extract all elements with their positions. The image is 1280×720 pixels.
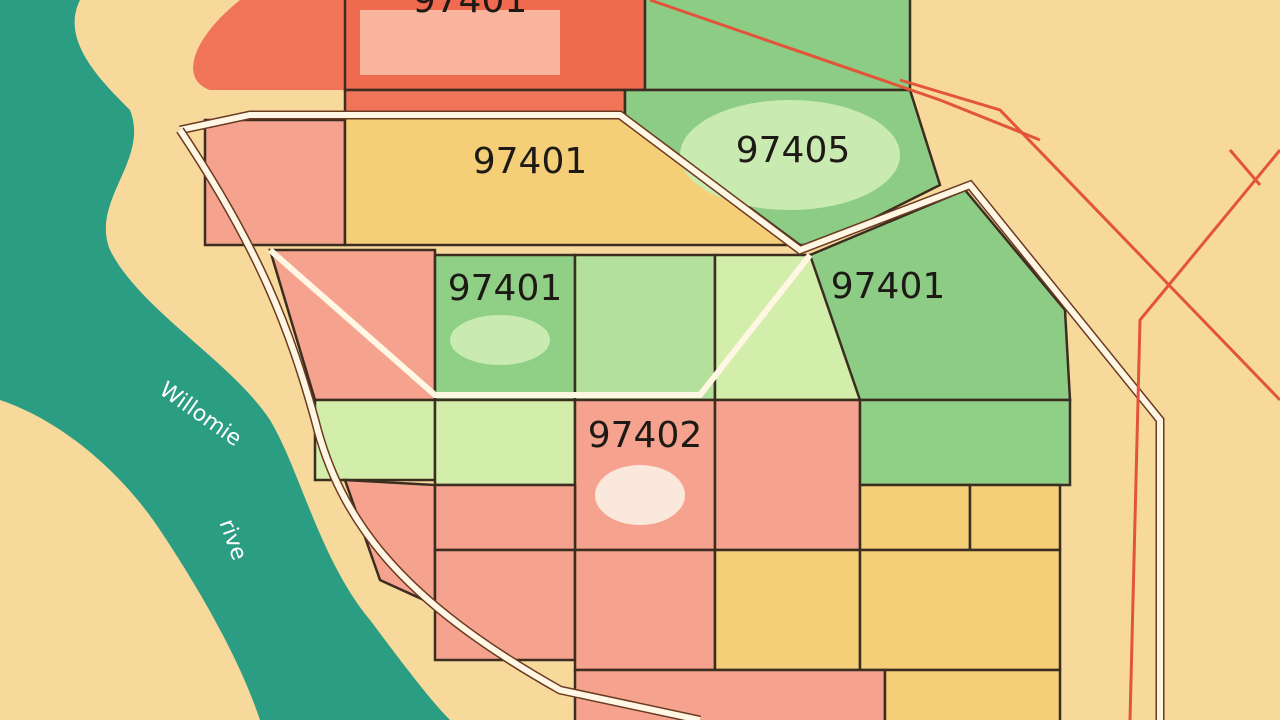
zone (313, 398, 437, 482)
zone (573, 668, 887, 720)
zone (203, 118, 347, 247)
zone-detail (450, 315, 550, 365)
zone (433, 483, 577, 552)
zones (203, 0, 1072, 720)
road (179, 112, 1163, 720)
zone-detail (680, 100, 900, 210)
zone (573, 548, 717, 672)
zip-label: 97401 (413, 0, 528, 21)
zone (433, 398, 577, 487)
shore (193, 0, 345, 90)
zone-detail (360, 10, 560, 75)
zone (858, 548, 1062, 672)
zone (433, 548, 577, 662)
road (177, 128, 701, 720)
roads (176, 0, 1280, 720)
zone (858, 483, 972, 552)
road (1128, 149, 1280, 720)
zone (713, 398, 862, 552)
zip-label: 97402 (588, 415, 703, 456)
river (0, 0, 450, 720)
zip-label: 97401 (448, 268, 563, 309)
zone (968, 483, 1062, 552)
road (268, 247, 813, 398)
zip-label: 97401 (831, 266, 946, 307)
zone (883, 668, 1062, 720)
zone (713, 548, 862, 672)
zone (858, 398, 1072, 487)
road (649, 0, 1041, 142)
zone-detail (595, 465, 685, 525)
zip-label: 97405 (736, 130, 851, 171)
road (1228, 149, 1262, 186)
zip-label: 97401 (473, 141, 588, 182)
zone (573, 253, 717, 402)
road (899, 78, 1280, 402)
